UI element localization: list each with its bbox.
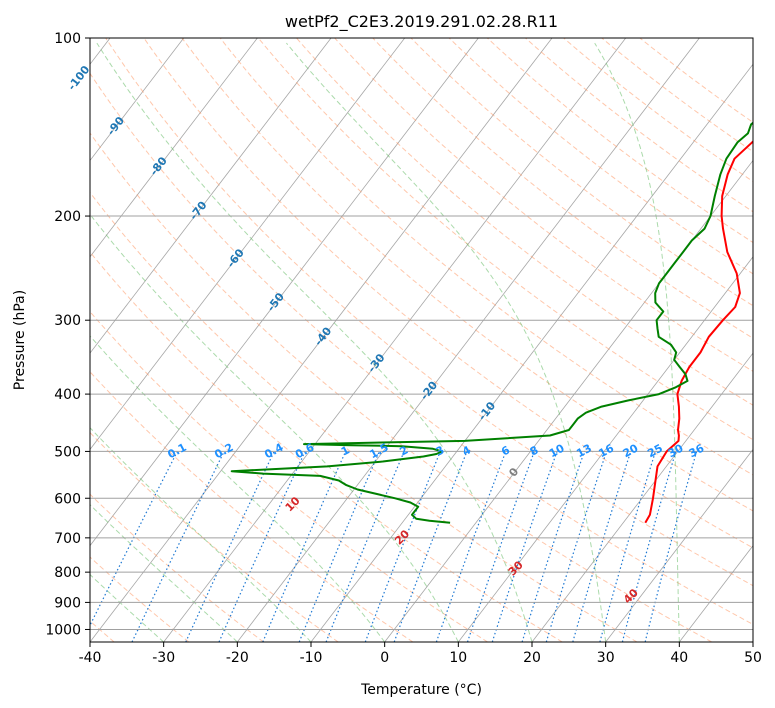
mixing-ratio-line: [435, 451, 507, 642]
mixing-ratio-line: [621, 451, 677, 642]
x-tick-label: -20: [226, 650, 249, 666]
y-tick-label: 100: [54, 31, 81, 47]
x-tick-label: -30: [152, 650, 175, 666]
x-axis-label: Temperature (°C): [360, 682, 482, 698]
isotherm-line: [90, 38, 332, 354]
moist-adiabat-line: [594, 42, 680, 642]
mixing-ratio-line: [262, 451, 347, 642]
isotherm-line: [605, 448, 753, 642]
mixing-ratio-line: [521, 451, 585, 642]
axes: -40 -30 -20 -10 0 10 20 30 40 50 1000 900 800 700 600 5…: [45, 31, 762, 666]
isotherm-line: [90, 38, 258, 258]
isotherm-line: [384, 159, 753, 642]
moist-adiabat-line: [286, 42, 607, 642]
dry-adiabat-line: [601, 38, 753, 153]
mixing-ratio-line: [466, 451, 535, 642]
temperature-profile-line: [644, 140, 753, 524]
mixing-ratio-line: [185, 451, 275, 642]
isotherm-line: [90, 38, 185, 162]
dry-adiabat-line: [448, 38, 753, 275]
mixing-ratio-line: [218, 451, 306, 642]
dry-adiabat-line: [181, 38, 753, 512]
mixing-ratio-label: 13: [574, 442, 594, 461]
mixing-ratio-line: [599, 451, 656, 642]
dewpoint-profile-line: [230, 121, 753, 524]
chart-title: wetPf2_C2E3.2019.291.02.28.R11: [285, 12, 558, 32]
mixing-ratio-line: [644, 451, 698, 642]
isotherm-line: [90, 38, 553, 642]
mixing-ratio-label: 10: [547, 441, 567, 460]
y-tick-label: 800: [54, 565, 81, 581]
x-tick-label: 40: [670, 650, 688, 666]
mixing-ratio-label: 16: [596, 441, 616, 460]
x-tick-label: -10: [300, 650, 323, 666]
moist-adiabat-line: [90, 427, 312, 642]
y-tick-label: 200: [54, 209, 81, 225]
x-tick-label: 30: [597, 650, 615, 666]
x-tick-label: 10: [449, 650, 467, 666]
y-tick-label: 500: [54, 444, 81, 460]
mixing-ratio-line: [545, 451, 608, 642]
dry-adiabat-line: [257, 38, 753, 441]
dry-adiabat-line: [296, 38, 753, 406]
dry-adiabat-line: [525, 38, 753, 213]
y-axis-label: Pressure (hPa): [12, 290, 28, 390]
x-tick-label: 0: [380, 650, 389, 666]
mixing-ratio-label: 25: [645, 442, 665, 461]
y-tick-label: 900: [54, 595, 81, 611]
mixing-ratio-line: [572, 451, 632, 642]
moist-adiabat-line: [96, 42, 533, 642]
y-tick-label: 1000: [45, 623, 81, 639]
dry-adiabat-line: [219, 38, 753, 476]
isotherm-line: [310, 63, 753, 642]
isotherm-line: [163, 38, 627, 642]
isotherm-line: [90, 38, 479, 547]
mixing-ratio-line: [491, 451, 558, 642]
mixing-ratio-line: [131, 451, 225, 642]
dry-adiabat-line: [372, 38, 753, 339]
isotherm-line: [458, 256, 753, 642]
dry-adiabat-line: [90, 251, 563, 642]
x-tick-label: 50: [744, 650, 762, 666]
profile-lines: [230, 121, 753, 524]
dry-adiabat-line: [90, 132, 712, 642]
moist-adiabat-line: [90, 213, 459, 642]
mixing-ratio-label: 36: [687, 441, 707, 460]
mixing-ratio-label: 20: [621, 441, 641, 460]
y-tick-label: 300: [54, 313, 81, 329]
dry-adiabat-line: [90, 72, 753, 625]
dry-adiabat-line: [143, 38, 753, 549]
x-tick-label: -40: [79, 650, 102, 666]
isotherm-line: [531, 352, 753, 642]
y-tick-label: 400: [54, 387, 81, 403]
y-tick-label: 700: [54, 531, 81, 547]
y-tick-label: 600: [54, 491, 81, 507]
dry-adiabat-line: [90, 371, 414, 642]
plot-frame: [89, 37, 754, 643]
isotherm-line: [90, 38, 406, 451]
x-tick-label: 20: [523, 650, 541, 666]
plot-area: [90, 38, 753, 642]
isotherm-line: [237, 38, 700, 642]
dry-adiabat-line: [90, 191, 638, 642]
background-lines: [90, 38, 753, 642]
mixing-ratio-label: 30: [666, 441, 686, 460]
mixing-ratio-line: [298, 451, 380, 642]
moist-adiabat-line: [90, 335, 386, 642]
dry-adiabat-line: [105, 38, 753, 587]
